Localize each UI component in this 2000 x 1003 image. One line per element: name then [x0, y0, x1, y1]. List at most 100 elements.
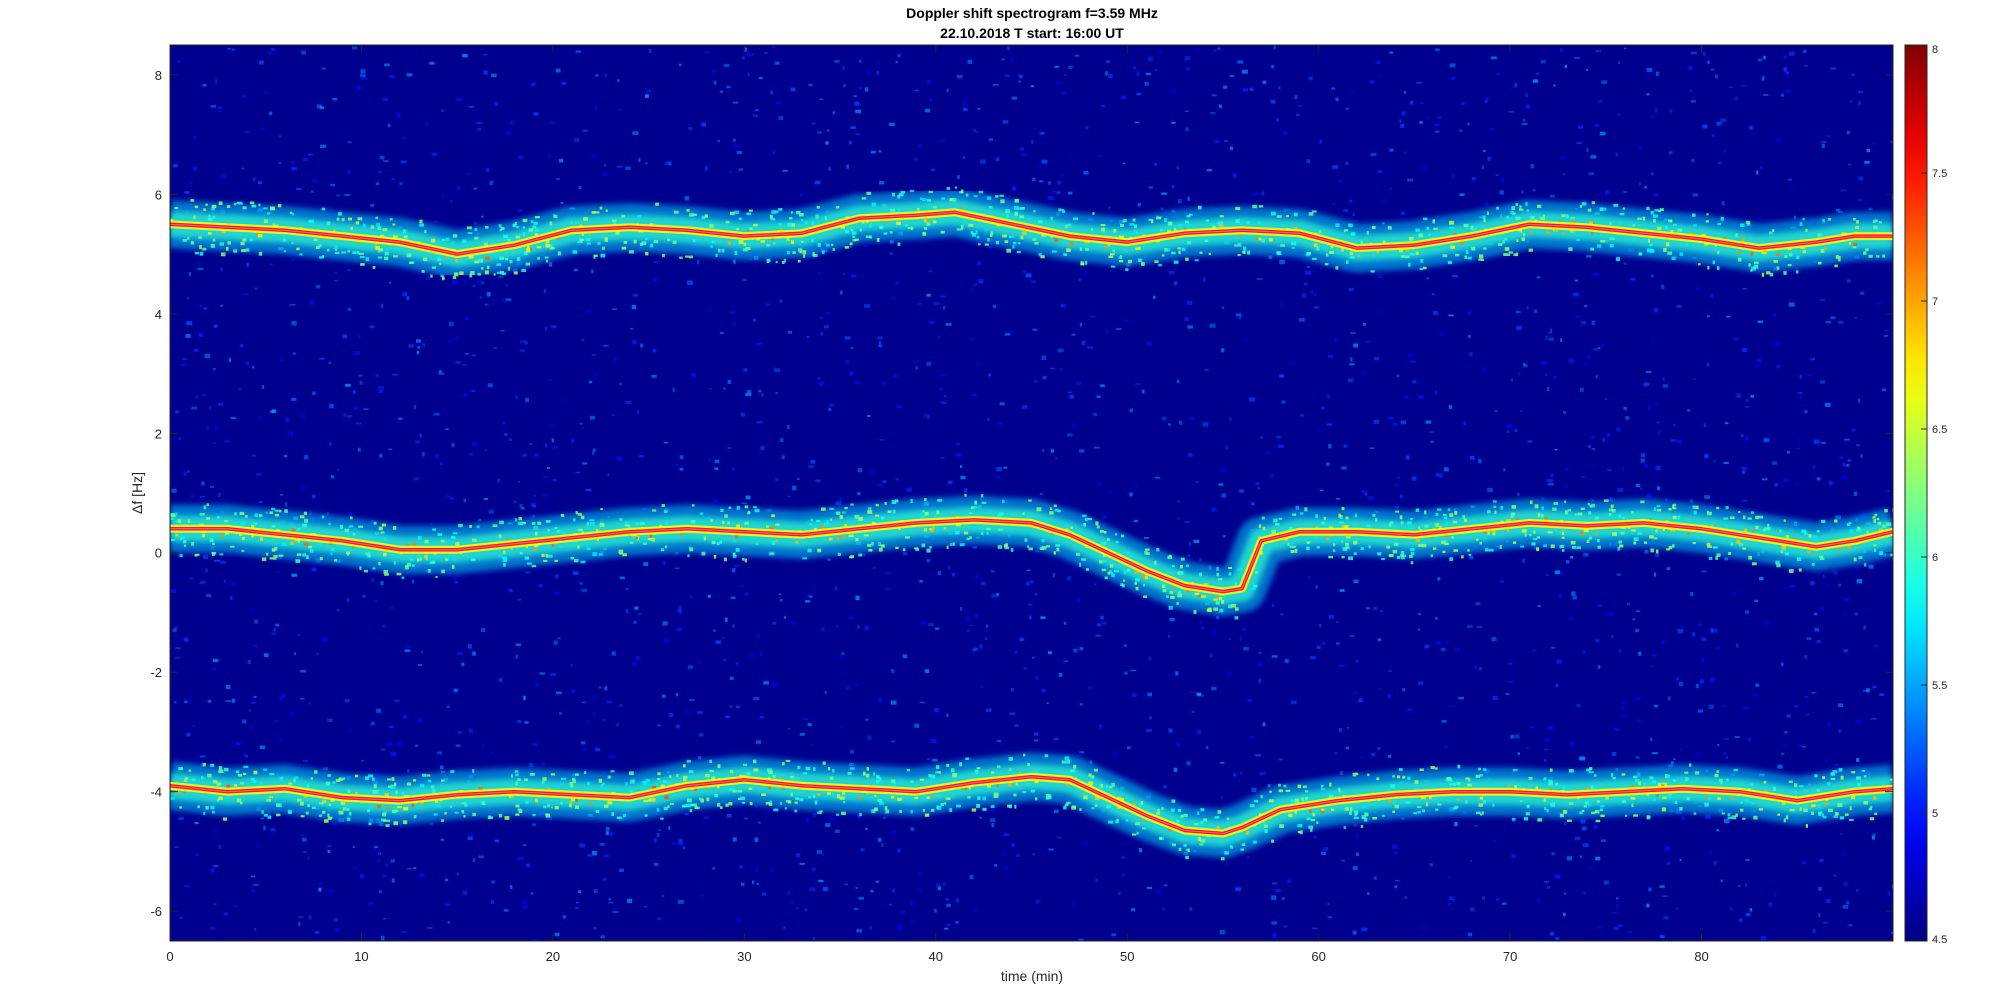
- noise-speckle: [1564, 64, 1567, 69]
- band-speckle: [373, 521, 377, 525]
- noise-speckle: [1314, 293, 1318, 296]
- noise-speckle: [1277, 444, 1284, 448]
- band-speckle: [1308, 212, 1314, 216]
- band-speckle: [1046, 545, 1051, 548]
- noise-speckle: [254, 928, 257, 931]
- noise-speckle: [1239, 636, 1242, 641]
- band-speckle: [1856, 776, 1861, 780]
- band-speckle: [1288, 813, 1293, 818]
- band-speckle: [363, 569, 368, 573]
- noise-speckle: [382, 918, 386, 920]
- noise-speckle: [1757, 58, 1763, 62]
- band-speckle: [1070, 526, 1073, 530]
- noise-speckle: [1109, 490, 1112, 494]
- noise-speckle: [1724, 422, 1729, 425]
- band-speckle: [855, 538, 859, 542]
- band-speckle: [241, 536, 245, 541]
- band-speckle: [1820, 811, 1823, 815]
- band-speckle: [1493, 505, 1497, 509]
- noise-speckle: [1810, 358, 1815, 361]
- band-speckle: [239, 511, 245, 515]
- band-speckle: [897, 208, 902, 213]
- band-speckle: [1873, 519, 1877, 523]
- noise-speckle: [1613, 927, 1620, 931]
- band-speckle: [212, 552, 215, 556]
- band-speckle: [1050, 507, 1052, 510]
- noise-speckle: [232, 698, 235, 703]
- noise-speckle: [487, 383, 493, 388]
- noise-speckle: [1225, 861, 1228, 866]
- band-speckle: [515, 813, 520, 816]
- band-speckle: [1028, 547, 1033, 551]
- band-speckle: [946, 764, 950, 767]
- noise-speckle: [1234, 885, 1240, 889]
- band-speckle: [1646, 793, 1649, 797]
- band-speckle: [347, 250, 351, 253]
- band-speckle: [1715, 556, 1718, 560]
- noise-speckle: [210, 105, 217, 108]
- noise-speckle: [1621, 714, 1626, 718]
- noise-speckle: [676, 724, 680, 729]
- noise-speckle: [1740, 434, 1744, 437]
- noise-speckle: [397, 742, 402, 747]
- noise-speckle: [291, 321, 297, 326]
- noise-speckle: [1222, 85, 1228, 89]
- band-speckle: [461, 802, 467, 805]
- noise-speckle: [1154, 162, 1158, 166]
- band-speckle: [1615, 257, 1620, 262]
- noise-speckle: [1526, 746, 1529, 749]
- band-speckle: [956, 804, 961, 808]
- band-speckle: [667, 238, 670, 242]
- band-speckle: [537, 256, 540, 260]
- noise-speckle: [387, 123, 391, 127]
- band-speckle: [441, 569, 445, 574]
- noise-speckle: [891, 888, 896, 893]
- band-speckle: [1041, 546, 1047, 550]
- band-speckle: [432, 528, 437, 531]
- noise-speckle: [476, 122, 481, 124]
- noise-speckle: [1261, 191, 1265, 196]
- band-speckle: [822, 761, 826, 765]
- noise-speckle: [171, 488, 177, 493]
- band-speckle: [778, 208, 783, 211]
- noise-speckle: [1646, 93, 1650, 96]
- noise-speckle: [1272, 933, 1276, 938]
- band-speckle: [1451, 536, 1454, 539]
- noise-speckle: [1048, 651, 1052, 655]
- noise-speckle: [351, 46, 358, 50]
- noise-speckle: [1184, 521, 1191, 523]
- noise-speckle: [1506, 424, 1513, 428]
- noise-speckle: [733, 322, 736, 326]
- noise-speckle: [1514, 83, 1518, 88]
- noise-speckle: [604, 686, 608, 691]
- band-speckle: [183, 540, 187, 544]
- noise-speckle: [1421, 926, 1427, 930]
- noise-speckle: [781, 455, 785, 459]
- band-speckle: [1127, 569, 1131, 572]
- band-speckle: [1402, 775, 1406, 779]
- noise-speckle: [1429, 431, 1434, 434]
- band-speckle: [1430, 766, 1436, 770]
- noise-speckle: [1399, 494, 1403, 498]
- noise-speckle: [1395, 879, 1400, 882]
- band-speckle: [1400, 255, 1405, 258]
- noise-speckle: [698, 733, 704, 737]
- noise-speckle: [332, 98, 338, 101]
- band-speckle: [902, 548, 906, 552]
- band-speckle: [1040, 255, 1045, 259]
- band-speckle: [854, 238, 857, 241]
- band-speckle: [1849, 806, 1852, 811]
- band-speckle: [644, 814, 648, 817]
- noise-speckle: [765, 303, 771, 307]
- noise-speckle: [1546, 886, 1550, 889]
- noise-speckle: [1716, 829, 1720, 832]
- band-speckle: [478, 787, 483, 792]
- band-speckle: [1135, 822, 1141, 826]
- band-speckle: [1188, 213, 1193, 216]
- noise-speckle: [975, 130, 979, 134]
- noise-speckle: [1448, 903, 1451, 905]
- band-speckle: [1653, 537, 1658, 540]
- noise-speckle: [289, 303, 296, 306]
- noise-speckle: [380, 935, 385, 941]
- noise-speckle: [973, 128, 977, 132]
